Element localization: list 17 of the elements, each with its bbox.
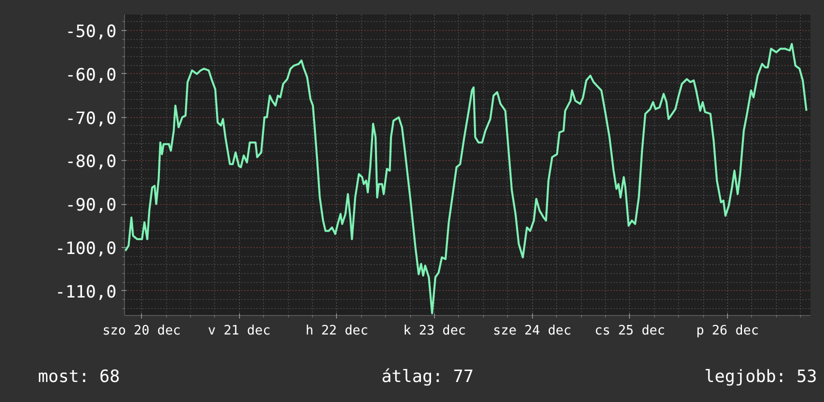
y-tick-label: -70,0 (65, 108, 117, 129)
x-tick-label: v 21 dec (208, 324, 271, 338)
text: most: 68 (38, 366, 120, 389)
x-tick-label: szo 20 dec (102, 324, 181, 338)
y-tick-label: -100,0 (55, 238, 117, 259)
y-tick-label: -110,0 (55, 282, 117, 302)
text: legjobb: 53 (704, 366, 817, 389)
text: átlag: 77 (381, 366, 474, 389)
y-tick-label: -60,0 (65, 65, 117, 86)
x-tick-label: h 22 dec (306, 324, 368, 338)
y-tick-label: -50,0 (65, 22, 117, 42)
x-tick-label: cs 25 dec (594, 324, 666, 338)
x-tick-label: p 26 dec (696, 324, 759, 338)
x-tick-label: k 23 dec (403, 324, 466, 338)
y-tick-label: -80,0 (65, 152, 117, 172)
x-tick-label: sze 24 dec (493, 324, 572, 338)
y-tick-label: -90,0 (65, 196, 117, 216)
